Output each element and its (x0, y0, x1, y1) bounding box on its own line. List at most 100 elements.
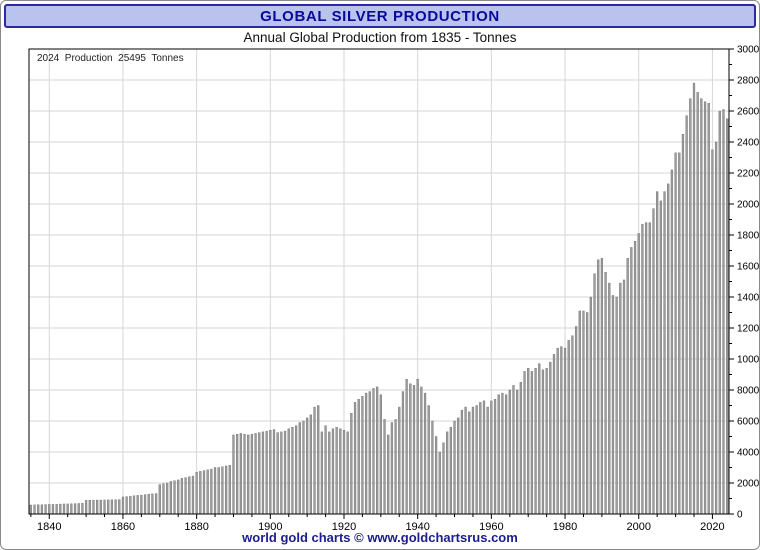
bar (471, 406, 475, 515)
bar (162, 483, 165, 515)
bar (427, 405, 430, 515)
bar (678, 152, 681, 515)
bar (199, 471, 202, 515)
bar (298, 422, 301, 515)
bar (33, 504, 36, 515)
bar (508, 389, 511, 515)
bar (154, 493, 158, 515)
bar (328, 431, 331, 515)
bar (615, 296, 618, 515)
x-tick-label: 1860 (111, 521, 135, 533)
latest-value-annotation: 2024 Production 25495 Tonnes (37, 53, 184, 64)
bar (409, 383, 412, 515)
bar (59, 503, 62, 515)
bar (593, 273, 596, 515)
bar (457, 417, 460, 515)
y-axis: 0 2000 4000 6000 8000 10000 12000 14000 16000 180… (729, 45, 760, 521)
bar (29, 504, 32, 515)
bar (597, 259, 600, 515)
bar (530, 371, 534, 515)
bar (92, 500, 95, 515)
bar (232, 434, 235, 515)
bar (228, 464, 231, 515)
bar (313, 406, 316, 515)
bar (711, 149, 714, 515)
bar (652, 208, 655, 515)
bar (589, 296, 592, 515)
bar (376, 386, 379, 515)
bar (276, 432, 279, 515)
y-tick-label: 10000 (737, 355, 760, 366)
bar (453, 420, 456, 515)
bar (633, 240, 637, 515)
bar (405, 378, 408, 515)
bar (107, 499, 110, 515)
bar (236, 433, 239, 515)
bar (534, 368, 537, 515)
bar (335, 427, 338, 515)
x-tick-label: 1840 (37, 521, 61, 533)
bar (306, 417, 309, 515)
bar (269, 430, 272, 515)
bar (294, 425, 298, 515)
bar (339, 428, 342, 515)
bar (563, 347, 567, 515)
bar (118, 499, 121, 515)
bar (644, 222, 648, 515)
bar (700, 98, 703, 515)
bar (55, 504, 58, 515)
production-bars (29, 82, 729, 515)
bar (250, 433, 254, 515)
bar (560, 346, 563, 515)
bar (516, 389, 519, 515)
bar (213, 467, 217, 515)
bar (501, 392, 504, 515)
bar (44, 504, 47, 515)
bar (446, 431, 449, 515)
bar (538, 363, 541, 515)
bar (99, 499, 102, 515)
bar (77, 503, 80, 515)
bar (202, 470, 206, 515)
bar (545, 368, 548, 515)
y-tick-label: 0 (737, 510, 743, 521)
bar (578, 310, 581, 515)
bar (132, 495, 136, 515)
bar (372, 388, 375, 515)
bar (261, 431, 265, 515)
y-tick-label: 18000 (737, 231, 760, 242)
bar (431, 420, 434, 515)
bar (497, 394, 500, 515)
bar (541, 369, 545, 515)
x-tick-label: 1960 (479, 521, 503, 533)
y-tick-label: 30000 (737, 45, 760, 56)
bar (490, 400, 493, 515)
bar (180, 478, 184, 515)
bar (519, 382, 522, 515)
bar (438, 451, 441, 515)
bar (622, 279, 626, 515)
bar (394, 419, 397, 515)
bar (556, 347, 559, 515)
bar (703, 101, 707, 515)
bar (254, 433, 257, 515)
bar (309, 414, 312, 515)
bar (493, 399, 497, 515)
bar (674, 152, 677, 515)
y-tick-label: 6000 (737, 417, 760, 428)
x-tick-label: 1940 (405, 521, 429, 533)
y-tick-label: 24000 (737, 138, 760, 149)
bar (81, 502, 84, 515)
bar (390, 422, 394, 515)
bar (586, 312, 589, 515)
bar (504, 394, 508, 515)
bar (689, 98, 692, 515)
bar (166, 482, 169, 515)
bar (243, 433, 246, 515)
bar (464, 406, 467, 515)
bar (600, 258, 604, 515)
bar (129, 495, 132, 515)
bar (571, 335, 574, 515)
bar (88, 500, 91, 515)
